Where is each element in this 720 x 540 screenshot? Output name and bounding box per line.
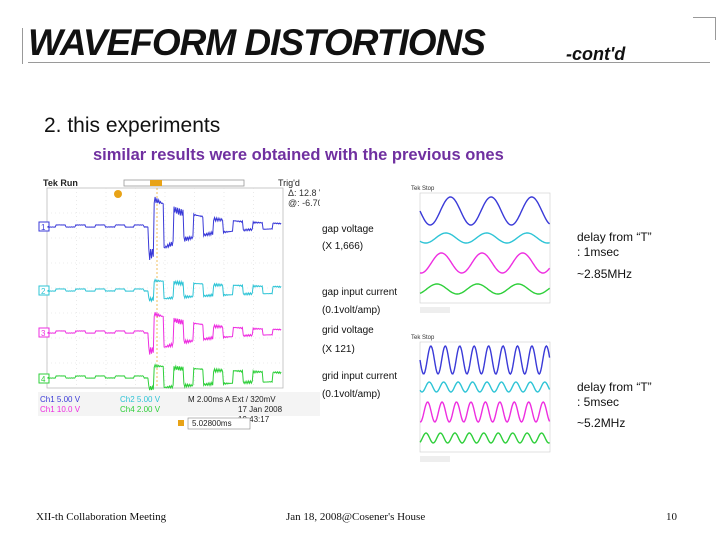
label-grid-input-current-scale: (0.1volt/amp) bbox=[322, 389, 381, 400]
scope-header-left: Tek Run bbox=[43, 178, 78, 188]
ch3-marker: 3 bbox=[41, 329, 46, 338]
scope-bottom-header: Tek Stop bbox=[411, 335, 435, 341]
freq-2.85mhz-label: ~2.85MHz bbox=[577, 267, 633, 281]
ch2-gap-current-trace bbox=[47, 278, 282, 303]
footer-page-number: 10 bbox=[666, 511, 677, 523]
scope-header-right: Trig'd bbox=[278, 178, 300, 188]
scope-date: 17 Jan 2008 bbox=[238, 405, 283, 414]
scope-setting-ch2: Ch2 5.00 V bbox=[120, 395, 161, 404]
scope-zoom-5msec: Tek Stop bbox=[408, 332, 570, 467]
slide-title-suffix: -cont'd bbox=[566, 44, 626, 64]
label-grid-voltage: grid voltage bbox=[322, 325, 374, 336]
ch3-grid-voltage-trace bbox=[47, 311, 282, 355]
ch1-gap-voltage-trace bbox=[47, 196, 282, 260]
scope-zoom-1msec: Tek Stop bbox=[408, 183, 570, 318]
label-gap-voltage: gap voltage bbox=[322, 224, 374, 235]
ch1-marker: 1 bbox=[41, 223, 46, 232]
footer-meeting: XII-th Collaboration Meeting bbox=[36, 511, 167, 523]
scope-setting-ch4: Ch4 2.00 V bbox=[120, 405, 161, 414]
title-underline bbox=[28, 62, 710, 63]
scope-setting-ch1: Ch1 5.00 V bbox=[40, 395, 81, 404]
scope-time: 19:43:17 bbox=[238, 415, 270, 424]
section-subheading: similar results were obtained with the p… bbox=[93, 146, 504, 164]
top-waves-zoom-ch2-trace bbox=[419, 232, 550, 244]
bot-waves-zoom-ch3-trace bbox=[419, 401, 551, 423]
label-gap-voltage-scale: (X 1,666) bbox=[322, 241, 364, 252]
scope-top-header: Tek Stop bbox=[411, 186, 435, 192]
top-waves-zoom-ch3-trace bbox=[419, 252, 551, 274]
top-waves-zoom-ch1-trace bbox=[419, 196, 551, 226]
label-grid-input-current: grid input current bbox=[322, 371, 398, 382]
ch2-marker: 2 bbox=[41, 287, 46, 296]
freq-5.2mhz-label: ~5.2MHz bbox=[577, 416, 626, 430]
bot-waves-zoom-ch2-trace bbox=[419, 381, 551, 393]
scope-setting-timebase: M 2.00ms A Ext / 320mV bbox=[188, 395, 276, 404]
bot-waves-zoom-ch4-trace bbox=[419, 432, 550, 444]
delay-1msec-label: delay from “T” : 1msec bbox=[577, 230, 652, 259]
slide-corner-decoration bbox=[693, 17, 716, 40]
ch4-grid-current-trace bbox=[47, 363, 282, 391]
label-grid-voltage-scale: (X 121) bbox=[322, 344, 355, 355]
scope-delta-voltage: Δ: 12.8 V bbox=[288, 188, 320, 198]
label-gap-input-current: gap input current bbox=[322, 287, 398, 298]
scope-cursor-time: 5.02800ms bbox=[192, 419, 232, 428]
bot-waves-zoom-ch1-trace bbox=[419, 344, 551, 376]
trigger-marker-icon bbox=[114, 190, 122, 198]
top-waves-zoom-ch4-trace bbox=[419, 283, 551, 295]
scope-setting-ch3: Ch1 10.0 V bbox=[40, 405, 81, 414]
label-gap-input-current-scale: (0.1volt/amp) bbox=[322, 305, 381, 316]
ch4-marker: 4 bbox=[41, 375, 46, 384]
scope-at-voltage: @: -6.70 V bbox=[288, 198, 320, 208]
title-vertical-rule bbox=[22, 28, 23, 64]
slide-title: WAVEFORM DISTORTIONS bbox=[28, 22, 486, 63]
cursor-marker-icon bbox=[178, 420, 184, 426]
footer-date-venue: Jan 18, 2008@Cosener's House bbox=[286, 511, 426, 523]
main-oscilloscope-screenshot: Tek Run Trig'd Δ: 12.8 V @: -6.70 V 1 2 … bbox=[38, 176, 320, 438]
delay-5msec-label: delay from “T” : 5msec bbox=[577, 380, 652, 409]
section-heading: 2. this experiments bbox=[44, 114, 221, 137]
